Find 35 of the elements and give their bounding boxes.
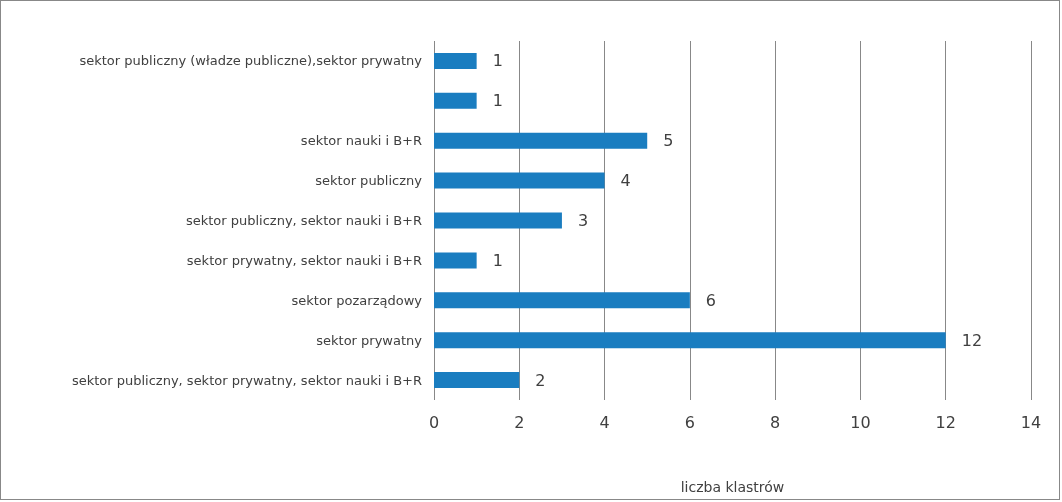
x-tick-label: 2 bbox=[514, 412, 525, 432]
x-tick-label: 0 bbox=[428, 412, 440, 432]
data-label: 3 bbox=[577, 211, 589, 230]
data-label: 6 bbox=[705, 290, 717, 310]
bar bbox=[434, 252, 477, 269]
y-tick-label: sektor pozarządowy bbox=[291, 292, 423, 308]
bar bbox=[434, 132, 648, 149]
bar bbox=[434, 172, 605, 189]
data-label: 4 bbox=[620, 171, 631, 191]
data-label: 1 bbox=[492, 91, 503, 111]
x-tick-label: 14 bbox=[1020, 412, 1042, 432]
y-tick-label: sektor publiczny (władze publiczne),sektor prywatny bbox=[79, 53, 423, 69]
bar bbox=[434, 332, 946, 349]
bar bbox=[434, 52, 477, 69]
data-label: 5 bbox=[663, 131, 674, 151]
x-tick-label: 10 bbox=[850, 412, 871, 432]
bar bbox=[434, 292, 690, 309]
y-tick-label: sektor publiczny, sektor nauki i B+R bbox=[185, 213, 422, 228]
data-label: 12 bbox=[961, 330, 983, 350]
x-tick-label: 4 bbox=[599, 412, 610, 432]
x-tick-label: 6 bbox=[684, 412, 695, 432]
bar bbox=[434, 212, 562, 229]
y-tick-label: sektor publiczny, sektor prywatny, sektor nauki i B+R bbox=[71, 372, 422, 388]
x-tick-label: 8 bbox=[770, 412, 781, 432]
y-tick-label: sektor prywatny bbox=[316, 332, 423, 348]
bar bbox=[434, 372, 520, 389]
x-axis-title: liczba klastrów bbox=[680, 479, 785, 495]
y-tick-label: sektor prywatny, sektor nauki i B+R bbox=[186, 252, 422, 268]
data-label: 2 bbox=[535, 370, 546, 390]
y-tick-label: sektor publiczny bbox=[315, 173, 423, 189]
y-tick-label: sektor nauki i B+R bbox=[300, 133, 422, 149]
data-label: 1 bbox=[492, 51, 503, 71]
bar bbox=[434, 92, 477, 109]
data-label: 1 bbox=[492, 250, 503, 270]
x-tick-label: 12 bbox=[935, 412, 956, 432]
